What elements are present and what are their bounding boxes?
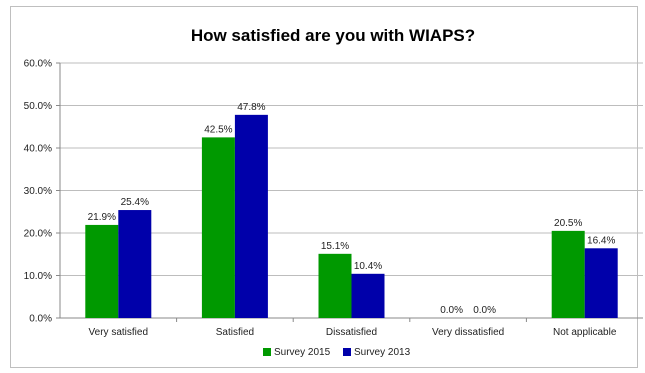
data-label: 0.0%	[473, 305, 496, 316]
bar-survey-2015	[85, 224, 119, 318]
legend: Survey 2015 Survey 2013	[263, 347, 411, 358]
data-label: 47.8%	[237, 102, 265, 113]
bar-survey-2013	[584, 248, 618, 318]
category-label: Satisfied	[216, 327, 254, 338]
data-label: 20.5%	[554, 218, 582, 229]
y-tick-label: 40.0%	[24, 144, 52, 155]
y-tick-label: 60.0%	[24, 59, 52, 70]
category-label: Dissatisfied	[326, 327, 377, 338]
bar-survey-2013	[351, 273, 385, 318]
legend-swatch	[263, 348, 271, 356]
y-tick-label: 0.0%	[29, 314, 52, 325]
x-axis-categories: Very satisfied Satisfied Dissatisfied Very …	[89, 327, 617, 338]
y-tick-label: 20.0%	[24, 229, 52, 240]
legend-label: Survey 2013	[354, 347, 411, 358]
data-label: 0.0%	[440, 305, 463, 316]
category-label: Very satisfied	[89, 327, 148, 338]
category-label: Very dissatisfied	[432, 327, 504, 338]
y-tick-label: 10.0%	[24, 271, 52, 282]
category-label: Not applicable	[553, 327, 617, 338]
gridlines	[60, 62, 643, 276]
data-label: 42.5%	[204, 124, 232, 135]
bars	[85, 114, 618, 318]
y-axis-ticks: 0.0% 10.0% 20.0% 30.0% 40.0% 50.0% 60.0%	[24, 59, 60, 325]
chart-title: How satisfied are you with WIAPS?	[191, 26, 475, 45]
data-label: 25.4%	[121, 197, 149, 208]
bar-survey-2015	[201, 137, 235, 318]
legend-swatch	[343, 348, 351, 356]
bar-survey-2015	[551, 230, 585, 318]
data-label: 21.9%	[88, 212, 116, 223]
data-labels: 21.9% 25.4% 42.5% 47.8% 15.1% 10.4% 0.0% 0.0% 20…	[88, 102, 616, 316]
bar-survey-2013	[234, 114, 268, 318]
bar-survey-2015	[318, 253, 352, 318]
bar-survey-2013	[118, 210, 152, 318]
legend-label: Survey 2015	[274, 347, 331, 358]
data-label: 15.1%	[321, 241, 349, 252]
data-label: 10.4%	[354, 261, 382, 272]
data-label: 16.4%	[587, 235, 615, 246]
y-tick-label: 30.0%	[24, 186, 52, 197]
y-tick-label: 50.0%	[24, 101, 52, 112]
